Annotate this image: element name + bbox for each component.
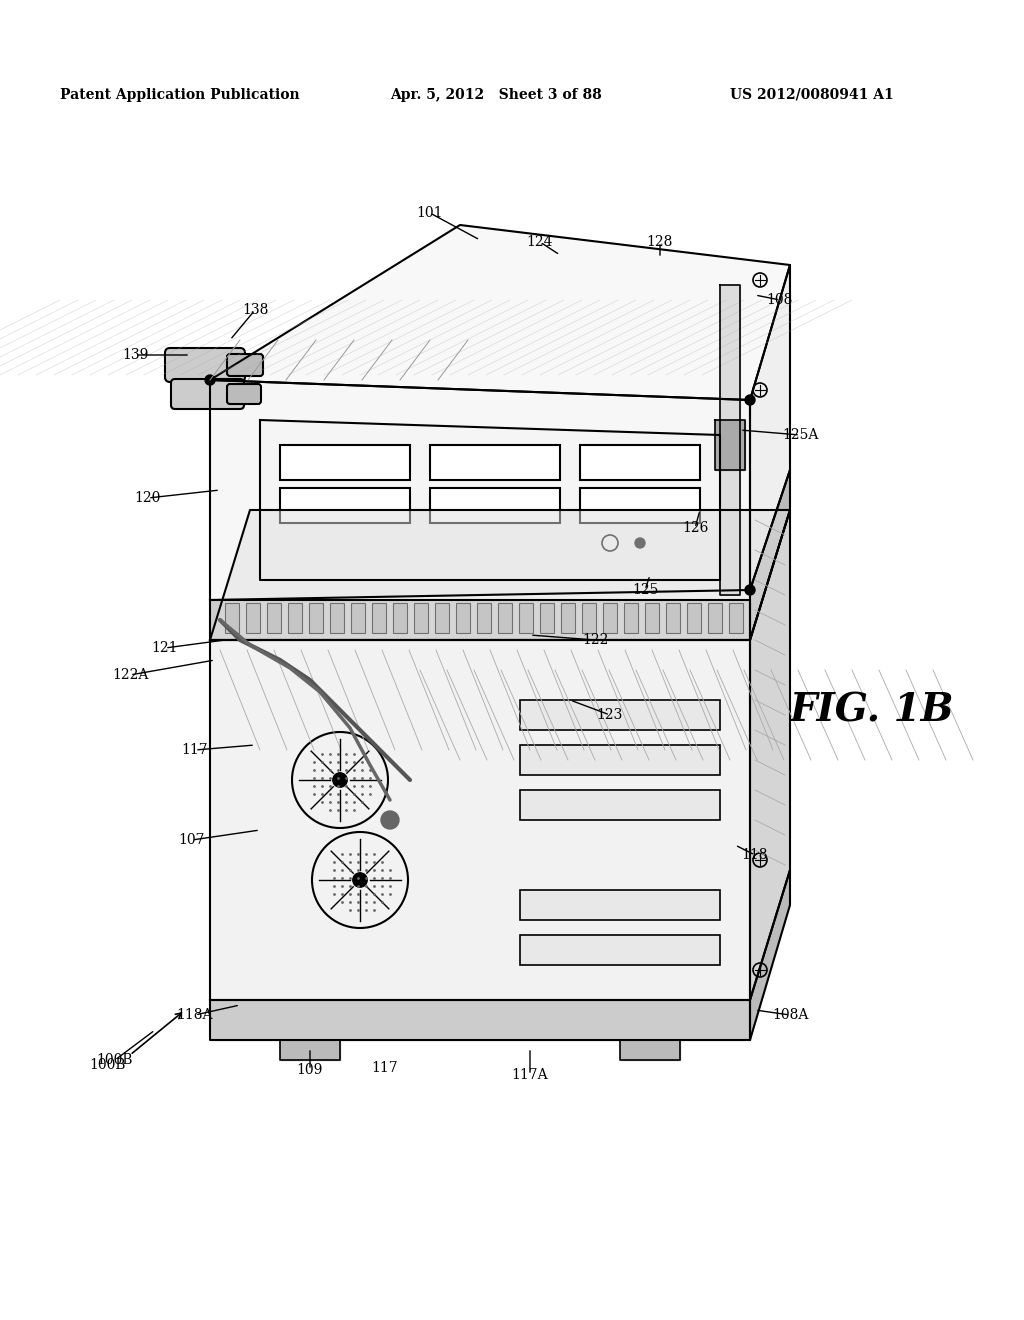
Text: 118A: 118A	[177, 1008, 213, 1022]
FancyBboxPatch shape	[330, 603, 344, 634]
FancyBboxPatch shape	[430, 488, 560, 523]
FancyBboxPatch shape	[540, 603, 554, 634]
Polygon shape	[210, 380, 750, 601]
Circle shape	[333, 772, 347, 787]
Text: 121: 121	[152, 642, 178, 655]
Text: US 2012/0080941 A1: US 2012/0080941 A1	[730, 88, 894, 102]
Text: 125A: 125A	[781, 428, 818, 442]
FancyBboxPatch shape	[456, 603, 470, 634]
Text: 122: 122	[582, 634, 608, 647]
Text: Patent Application Publication: Patent Application Publication	[60, 88, 300, 102]
Polygon shape	[750, 870, 790, 1040]
Text: 117: 117	[372, 1061, 398, 1074]
FancyBboxPatch shape	[430, 445, 560, 480]
FancyBboxPatch shape	[582, 603, 596, 634]
Circle shape	[745, 395, 755, 405]
FancyBboxPatch shape	[267, 603, 281, 634]
Text: 101: 101	[417, 206, 443, 220]
Polygon shape	[280, 1040, 340, 1060]
FancyBboxPatch shape	[227, 354, 263, 376]
Polygon shape	[750, 470, 790, 640]
Text: 117A: 117A	[512, 1068, 548, 1082]
FancyBboxPatch shape	[580, 445, 700, 480]
Polygon shape	[210, 224, 790, 400]
FancyBboxPatch shape	[165, 348, 245, 381]
Text: Apr. 5, 2012   Sheet 3 of 88: Apr. 5, 2012 Sheet 3 of 88	[390, 88, 602, 102]
FancyBboxPatch shape	[498, 603, 512, 634]
Text: 122A: 122A	[112, 668, 148, 682]
FancyBboxPatch shape	[246, 603, 260, 634]
Polygon shape	[750, 265, 790, 590]
FancyBboxPatch shape	[372, 603, 386, 634]
Text: 120: 120	[135, 491, 161, 506]
Text: 118: 118	[741, 847, 768, 862]
FancyBboxPatch shape	[666, 603, 680, 634]
FancyBboxPatch shape	[225, 603, 239, 634]
FancyBboxPatch shape	[520, 700, 720, 730]
Polygon shape	[715, 420, 745, 470]
FancyBboxPatch shape	[580, 488, 700, 523]
FancyBboxPatch shape	[520, 890, 720, 920]
Circle shape	[353, 873, 368, 887]
FancyBboxPatch shape	[280, 488, 410, 523]
Polygon shape	[210, 510, 790, 640]
FancyBboxPatch shape	[520, 744, 720, 775]
Text: 117: 117	[181, 743, 208, 756]
Text: 128: 128	[647, 235, 673, 249]
Text: 124: 124	[526, 235, 553, 249]
Polygon shape	[720, 285, 740, 595]
Polygon shape	[750, 510, 790, 1001]
Text: 109: 109	[297, 1063, 324, 1077]
Circle shape	[745, 585, 755, 595]
Text: 100B: 100B	[96, 1053, 133, 1067]
FancyBboxPatch shape	[561, 603, 575, 634]
Text: 138: 138	[242, 304, 268, 317]
FancyBboxPatch shape	[519, 603, 534, 634]
Text: 107: 107	[179, 833, 205, 847]
FancyBboxPatch shape	[477, 603, 490, 634]
FancyBboxPatch shape	[520, 935, 720, 965]
Text: 108A: 108A	[772, 1008, 808, 1022]
FancyBboxPatch shape	[435, 603, 449, 634]
Polygon shape	[620, 1040, 680, 1060]
FancyBboxPatch shape	[645, 603, 659, 634]
Polygon shape	[260, 420, 720, 579]
Circle shape	[381, 810, 399, 829]
Text: 139: 139	[122, 348, 148, 362]
Text: 125: 125	[632, 583, 658, 597]
FancyBboxPatch shape	[393, 603, 407, 634]
FancyBboxPatch shape	[414, 603, 428, 634]
FancyBboxPatch shape	[309, 603, 323, 634]
FancyBboxPatch shape	[520, 789, 720, 820]
Polygon shape	[210, 640, 750, 1001]
FancyBboxPatch shape	[280, 445, 410, 480]
Text: 123: 123	[597, 708, 624, 722]
FancyBboxPatch shape	[687, 603, 701, 634]
Text: FIG. 1B: FIG. 1B	[790, 690, 954, 729]
Polygon shape	[210, 601, 750, 640]
Circle shape	[205, 375, 215, 385]
Circle shape	[635, 539, 645, 548]
FancyBboxPatch shape	[351, 603, 365, 634]
FancyBboxPatch shape	[288, 603, 302, 634]
FancyBboxPatch shape	[708, 603, 722, 634]
FancyBboxPatch shape	[227, 384, 261, 404]
Text: 126: 126	[682, 521, 709, 535]
Text: 108: 108	[767, 293, 794, 308]
Text: 100B: 100B	[90, 1059, 126, 1072]
FancyBboxPatch shape	[729, 603, 743, 634]
FancyBboxPatch shape	[171, 379, 244, 409]
FancyBboxPatch shape	[624, 603, 638, 634]
FancyBboxPatch shape	[603, 603, 617, 634]
Polygon shape	[210, 1001, 750, 1040]
